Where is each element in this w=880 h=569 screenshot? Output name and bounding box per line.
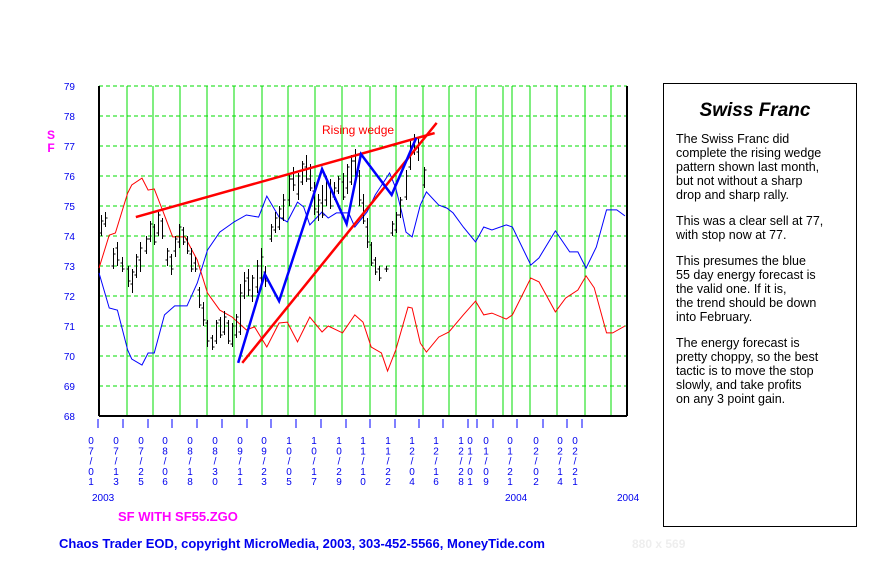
x-tick-label: 0 8/1 8 [187,436,193,488]
y-tick-label: 78 [64,112,76,123]
commentary-paragraph: The Swiss Franc did complete the rising … [676,132,822,202]
x-tick-label: 0 2/1 4 [557,436,563,488]
x-tick-label: 0 9/2 3 [261,436,267,488]
x-tick-label: 0 2/0 2 [533,436,539,488]
x-tick-label: 0 8/3 0 [212,436,218,488]
y-tick-label: 73 [64,262,76,273]
x-tick-label: 0 2/2 1 [572,436,578,488]
x-tick-label: 0 7/2 5 [138,436,144,488]
rising-wedge-annotation: Rising wedge [322,123,394,137]
year-label: 2003 [92,493,115,504]
y-tick-label: 75 [64,202,76,213]
wedge-upper-line [135,131,435,219]
x-tick-label: 1 2/0 4 [409,436,415,488]
y-tick-label: 71 [64,322,76,333]
y-tick-label: 68 [64,412,76,423]
x-tick-label: 1 1/2 2 [385,436,391,488]
year-label: 2004 [617,493,640,504]
forecast-line [98,171,626,366]
x-tick-label: 0 7/1 3 [113,436,119,488]
x-tick-label: 0 7/0 1 [88,436,94,488]
x-tick-label: 0 1/0 1 [467,436,473,488]
commentary-box: Swiss Franc The Swiss Franc did complete… [663,83,857,527]
commentary-paragraph: This was a clear sell at 77, with stop n… [676,214,824,242]
commentary-title: Swiss Franc [699,100,811,121]
x-tick-label: 1 0/0 5 [286,436,292,488]
y-tick-label: 77 [64,142,76,153]
y-axis-label: S [47,128,55,142]
chart-subtitle: SF WITH SF55.ZGO [118,509,238,524]
y-axis-label: F [47,141,54,155]
x-tick-label: 0 8/0 6 [162,436,168,488]
y-tick-label: 76 [64,172,76,183]
wave-zigzag-line [236,137,418,364]
y-tick-label: 70 [64,352,76,363]
x-tick-label: 1 1/1 0 [360,436,366,488]
commentary-paragraph: The energy forecast is pretty choppy, so… [676,336,819,406]
x-tick-label: 1 0/2 9 [336,436,342,488]
x-tick-label: 0 1/0 9 [483,436,489,488]
y-tick-label: 69 [64,382,76,393]
x-tick-label: 0 9/1 1 [237,436,243,488]
x-tick-label: 0 1/2 1 [507,436,513,488]
y-tick-label: 74 [64,232,76,243]
y-tick-label: 79 [64,82,76,93]
year-label: 2004 [505,493,528,504]
commentary-paragraph: This presumes the blue 55 day energy for… [676,254,817,324]
x-tick-label: 1 2/1 6 [433,436,439,488]
x-tick-label: 1 0/1 7 [311,436,317,488]
forecast-line [98,177,626,373]
y-tick-label: 72 [64,292,76,303]
dimensions-label: 880 x 569 [632,537,686,551]
x-tick-label: 1 2/2 8 [458,436,464,488]
copyright-footer: Chaos Trader EOD, copyright MicroMedia, … [59,536,545,551]
